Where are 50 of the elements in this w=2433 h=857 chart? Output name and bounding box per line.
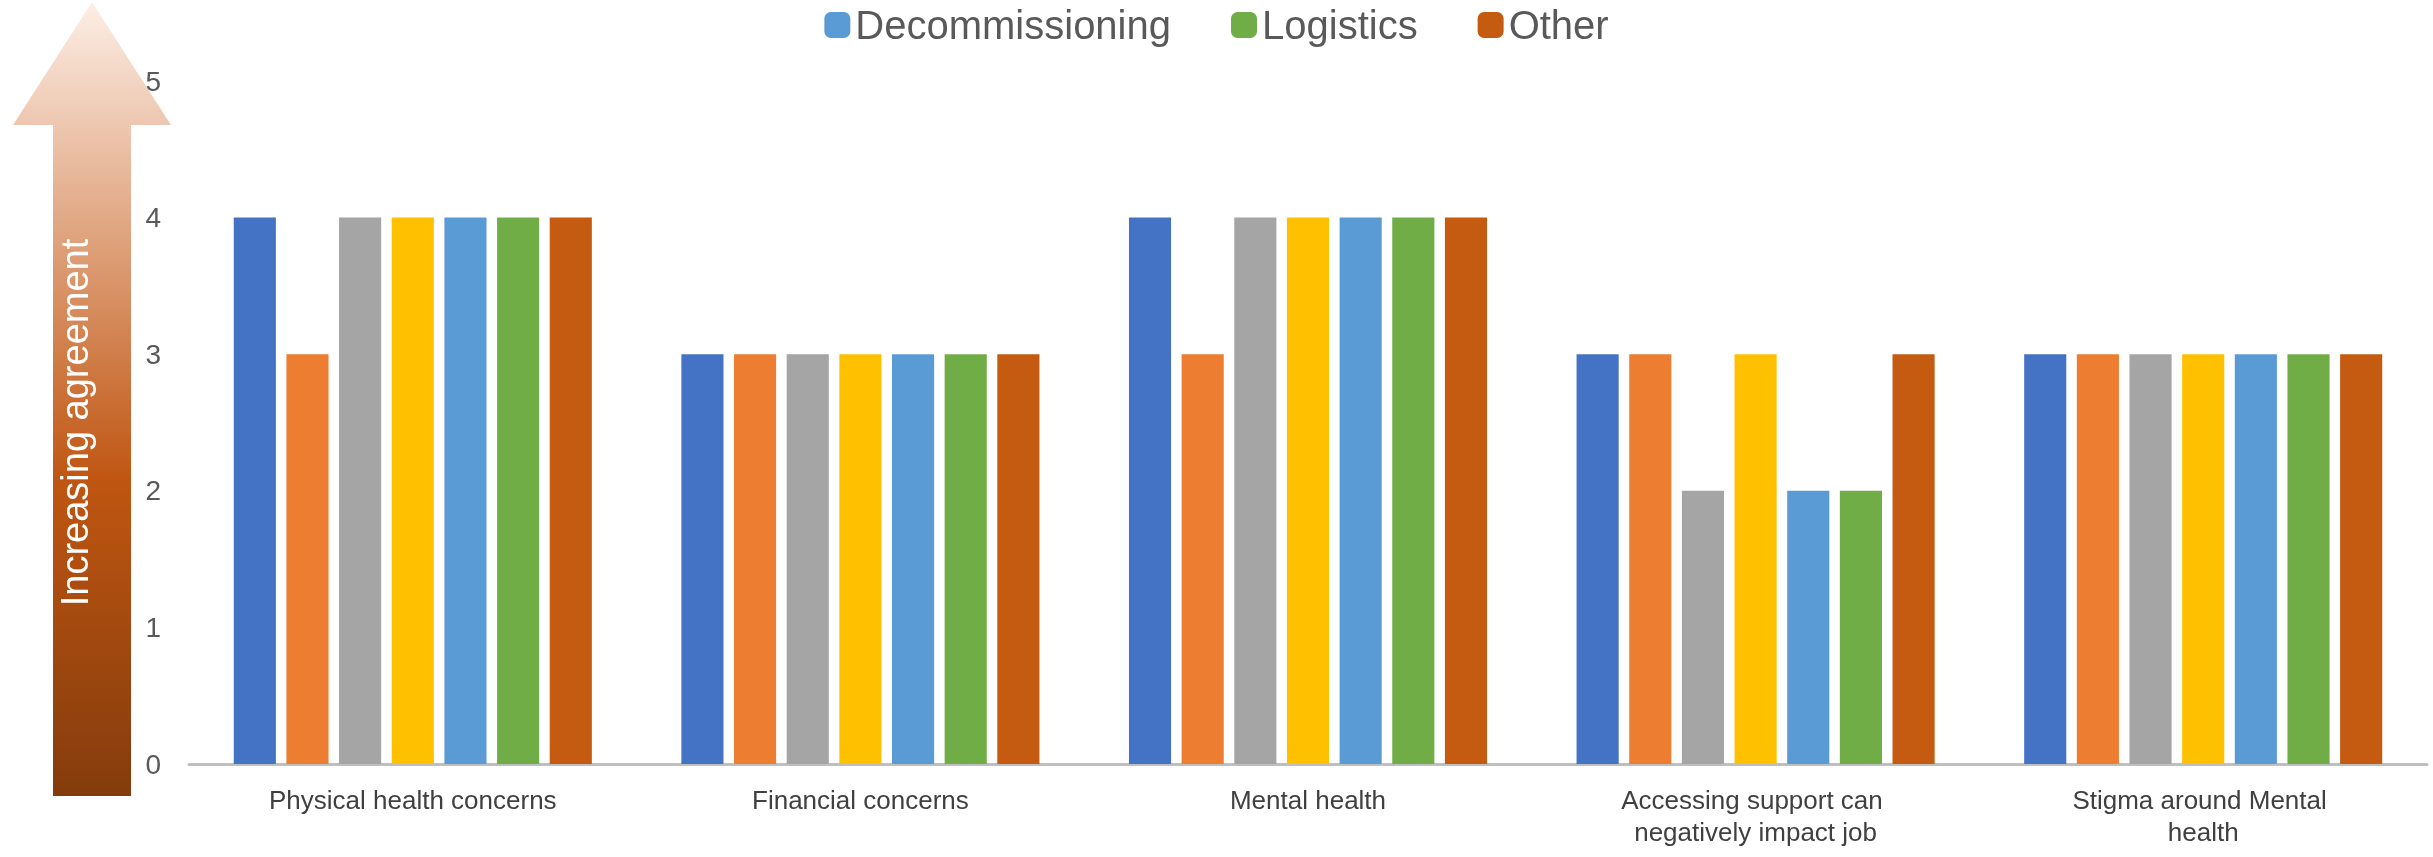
- bar: [892, 354, 935, 764]
- bar: [2129, 354, 2172, 764]
- bar: [233, 217, 276, 764]
- bar: [2340, 354, 2383, 764]
- bar: [1681, 490, 1724, 764]
- bar: [1787, 490, 1830, 764]
- bar: [734, 354, 777, 764]
- bar: [2076, 354, 2119, 764]
- bar: [944, 354, 987, 764]
- bar: [1576, 354, 1619, 764]
- bar: [1234, 217, 1277, 764]
- bar: [786, 354, 829, 764]
- bar: [1629, 354, 1672, 764]
- bar: [2182, 354, 2225, 764]
- y-axis-title: Increasing agreement: [54, 238, 96, 607]
- legend-label: Logistics: [1262, 3, 1418, 47]
- bar: [1286, 217, 1330, 764]
- y-tick-label: 0: [145, 748, 161, 780]
- bar: [681, 354, 724, 764]
- x-tick-label: Financial concerns: [752, 785, 969, 815]
- bar: [1444, 217, 1488, 764]
- y-tick-label: 4: [145, 202, 161, 234]
- bar: [1892, 354, 1935, 764]
- bar: [1128, 217, 1172, 764]
- bar: [549, 217, 592, 764]
- bar: [1339, 217, 1382, 764]
- y-tick-label: 5: [145, 65, 161, 97]
- x-tick-label: Physical health concerns: [269, 785, 557, 815]
- bar: [2287, 354, 2330, 764]
- bar: [2234, 354, 2277, 764]
- bar: [339, 217, 382, 764]
- bar: [1181, 354, 1224, 764]
- bar: [1839, 490, 1882, 764]
- bar: [839, 354, 882, 764]
- bar: [997, 354, 1040, 764]
- bar: [1392, 217, 1435, 764]
- x-tick-label: Stigma around Mental health: [2072, 785, 2334, 847]
- x-tick-label: Mental health: [1229, 785, 1387, 815]
- bar: [2024, 354, 2067, 764]
- bar: [286, 354, 329, 764]
- y-tick-label: 1: [145, 611, 161, 643]
- bar: [391, 217, 434, 764]
- x-tick-label: Accessing support can negatively impact job: [1621, 785, 1891, 847]
- bar: [497, 217, 540, 764]
- legend-label: Other: [1508, 3, 1609, 47]
- bar: [444, 217, 487, 764]
- y-tick-label: 2: [145, 475, 161, 507]
- legend-label: Decommissioning: [855, 3, 1172, 47]
- bar: [1734, 354, 1777, 764]
- y-tick-label: 3: [145, 338, 161, 370]
